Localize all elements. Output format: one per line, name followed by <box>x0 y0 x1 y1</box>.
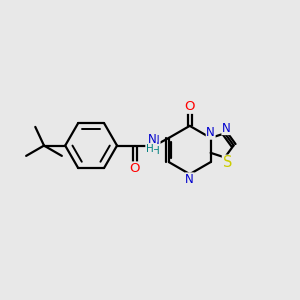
Text: N: N <box>148 133 157 146</box>
Text: N: N <box>185 173 194 186</box>
Text: N: N <box>206 126 215 139</box>
Text: O: O <box>184 100 195 113</box>
Text: H: H <box>146 143 154 154</box>
Text: H: H <box>152 146 160 156</box>
Text: O: O <box>129 162 140 175</box>
Text: N: N <box>151 134 160 147</box>
Text: S: S <box>223 155 232 170</box>
Text: N: N <box>222 122 231 134</box>
